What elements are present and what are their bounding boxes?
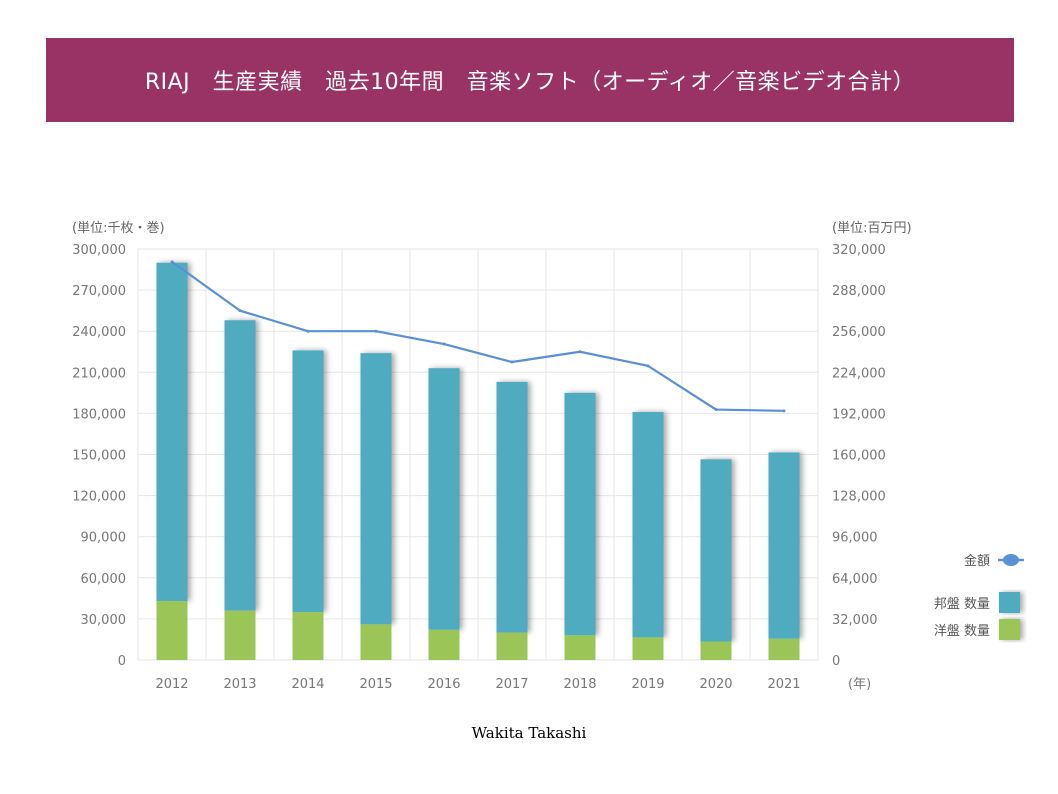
y-right-tick-label: 128,000	[832, 490, 886, 505]
y-right-tick-label: 256,000	[832, 325, 886, 340]
x-tick-label: 2015	[359, 677, 392, 692]
amount-point	[374, 329, 378, 333]
x-tick-label: 2018	[563, 677, 596, 692]
bar-domestic	[156, 262, 188, 602]
axes: 0 0 30,000 32,000 60,000 64,000 90,000 96,000 12…	[72, 243, 886, 692]
amount-point	[170, 260, 174, 264]
y-right-tick-label: 224,000	[832, 366, 886, 381]
y-right-tick-label: 0	[832, 654, 840, 669]
bar-domestic	[768, 452, 800, 639]
amount-point	[578, 350, 582, 354]
x-tick-label: 2012	[155, 677, 188, 692]
amount-point	[510, 360, 514, 364]
y-right-tick-label: 32,000	[832, 613, 878, 628]
bar-foreign	[428, 629, 460, 660]
legend-box-swatch	[999, 619, 1020, 640]
author-credit: Wakita Takashi	[471, 724, 587, 742]
y-left-tick-label: 90,000	[81, 531, 127, 546]
bar-foreign	[632, 637, 664, 660]
bar-foreign	[292, 612, 324, 660]
bar-domestic	[700, 459, 732, 642]
y-left-tick-label: 300,000	[72, 243, 126, 258]
x-tick-label: 2014	[291, 677, 324, 692]
bar-domestic	[360, 353, 392, 625]
legend-label: 邦盤 数量	[934, 597, 990, 612]
amount-point	[238, 309, 242, 313]
x-tick-label: 2021	[767, 677, 800, 692]
bar-domestic	[496, 381, 528, 633]
legend-label: 洋盤 数量	[934, 624, 990, 639]
y-left-tick-label: 30,000	[81, 613, 127, 628]
grid-lines	[137, 248, 819, 661]
y-left-tick-label: 0	[118, 654, 126, 669]
left-axis-unit: (単位:千枚・巻)	[72, 220, 165, 236]
y-left-tick-label: 60,000	[81, 572, 127, 587]
legend-box-swatch	[999, 592, 1020, 613]
bar-foreign	[564, 635, 596, 660]
y-right-tick-label: 288,000	[832, 284, 886, 299]
right-axis-unit: (単位:百万円)	[832, 220, 912, 236]
bar-domestic	[632, 412, 664, 638]
amount-line	[171, 260, 785, 412]
y-right-tick-label: 320,000	[832, 243, 886, 258]
amount-point	[442, 342, 446, 346]
amount-point	[306, 329, 310, 333]
chart-title: RIAJ 生産実績 過去10年間 音楽ソフト（オーディオ／音楽ビデオ合計）	[46, 38, 1014, 122]
y-left-tick-label: 120,000	[72, 490, 126, 505]
y-left-tick-label: 150,000	[72, 449, 126, 464]
x-tick-label: 2020	[699, 677, 732, 692]
bar-series	[156, 262, 800, 660]
bar-foreign	[700, 641, 732, 660]
bar-foreign	[360, 624, 392, 660]
bar-domestic	[428, 368, 460, 630]
y-right-tick-label: 96,000	[832, 531, 878, 546]
amount-line-series	[170, 260, 786, 413]
bar-domestic	[292, 350, 324, 613]
bar-domestic	[224, 320, 256, 611]
x-tick-label: 2017	[495, 677, 528, 692]
bar-foreign	[224, 610, 256, 660]
y-right-tick-label: 64,000	[832, 572, 878, 587]
bar-foreign	[496, 632, 528, 660]
bar-foreign	[156, 601, 188, 660]
legend-line-marker	[1003, 554, 1019, 566]
y-right-tick-label: 192,000	[832, 407, 886, 422]
bar-domestic	[564, 392, 596, 636]
y-left-tick-label: 180,000	[72, 407, 126, 422]
x-tick-label: 2019	[631, 677, 664, 692]
legend-label: 金額	[964, 553, 990, 569]
x-axis-unit: (年)	[848, 677, 871, 692]
amount-point	[782, 409, 786, 413]
y-left-tick-label: 270,000	[72, 284, 126, 299]
amount-point	[714, 408, 718, 412]
amount-point	[646, 364, 650, 368]
y-right-tick-label: 160,000	[832, 449, 886, 464]
x-tick-label: 2016	[427, 677, 460, 692]
y-left-tick-label: 210,000	[72, 366, 126, 381]
bar-foreign	[768, 638, 800, 660]
x-tick-label: 2013	[223, 677, 256, 692]
y-left-tick-label: 240,000	[72, 325, 126, 340]
